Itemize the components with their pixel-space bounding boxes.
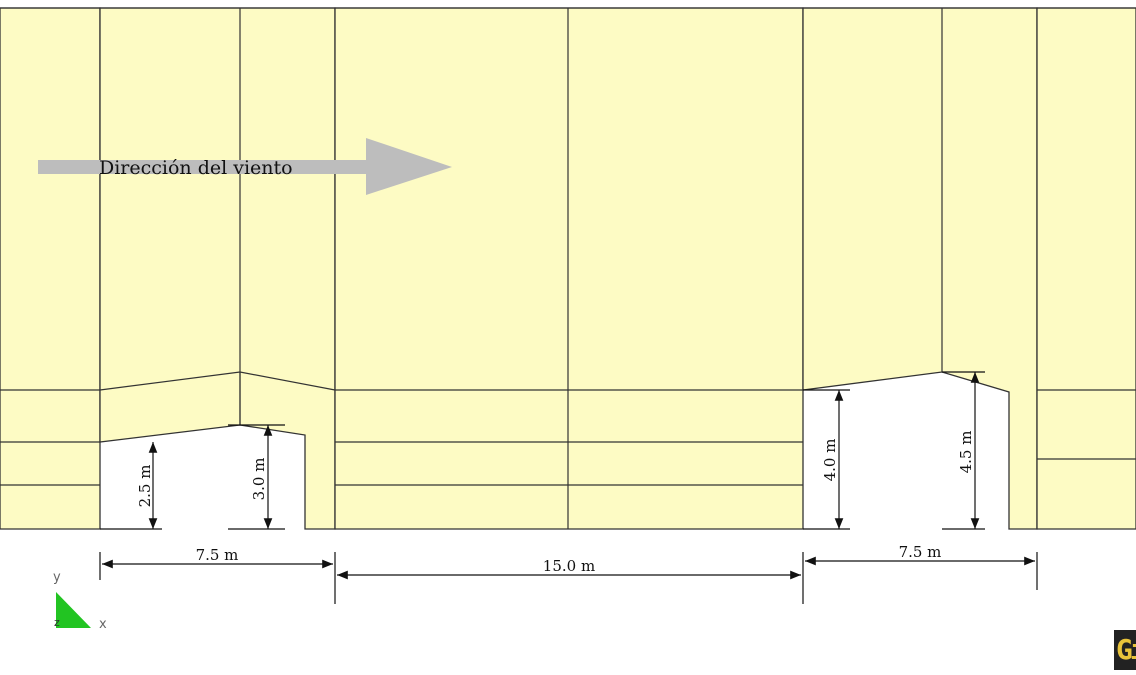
axis-triad: y z x — [53, 570, 107, 632]
building-block-1 — [99, 7, 336, 530]
dimension-w3: 7.5 m — [899, 543, 942, 561]
axis-z-label: z — [54, 616, 60, 629]
building-middle — [334, 7, 804, 530]
dimension-h3: 4.0 m — [821, 439, 839, 482]
building-surfaces — [0, 7, 1136, 530]
axis-y-label: y — [53, 570, 61, 585]
dimension-h2: 3.0 m — [250, 458, 268, 501]
wind-arrow — [38, 138, 452, 195]
building-left-edge — [0, 7, 101, 530]
dimension-w1: 7.5 m — [196, 546, 239, 564]
mesh-lines — [0, 7, 1136, 529]
axis-x-label: x — [99, 617, 107, 632]
axis-triangle — [56, 592, 91, 628]
dimension-h1: 2.5 m — [136, 465, 154, 508]
horizontal-dimensions — [99, 552, 1038, 604]
vertical-dimensions — [100, 371, 985, 530]
dimension-w2: 15.0 m — [543, 557, 595, 575]
wind-direction-label: Dirección del viento — [99, 157, 293, 179]
building-right-edge — [1036, 7, 1136, 530]
dimension-h4: 4.5 m — [957, 431, 975, 474]
gid-logo: GiD — [1114, 630, 1136, 670]
